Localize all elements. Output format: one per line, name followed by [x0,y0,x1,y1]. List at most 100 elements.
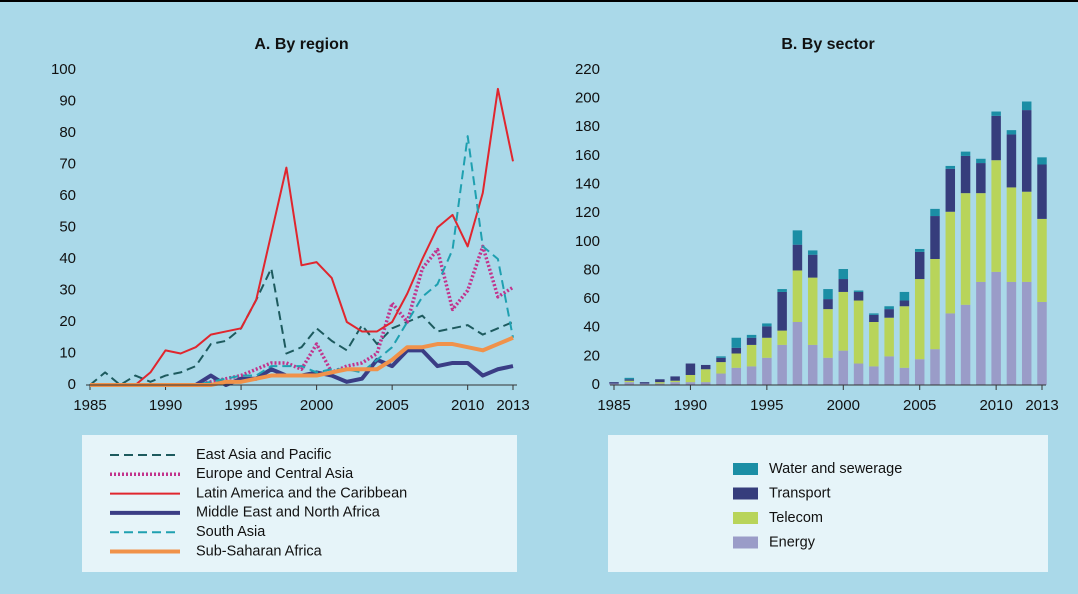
bar-segment [960,155,971,194]
bar-segment [853,291,864,301]
bar-segment [914,248,925,252]
y-tick-label: 60 [583,290,600,307]
bar-segment [685,374,696,383]
bar-segment [1021,101,1032,111]
bar-segment [899,306,910,368]
bar-segment [624,379,635,381]
bar-segment [807,277,818,345]
y-tick-label: 0 [68,376,76,393]
legend-label: Transport [769,485,831,501]
y-tick-label: 50 [59,218,76,235]
legend-box [608,435,1048,572]
bar-segment [1037,164,1047,219]
chart-title: B. By sector [781,36,874,53]
bar-segment [731,353,742,368]
bar-segment [777,344,787,385]
line [90,87,514,386]
x-tick-label: 1990 [149,397,182,414]
y-tick-label: 80 [59,124,76,141]
line [89,267,514,386]
y-tick-label: 40 [59,250,76,267]
x-tick-label: 2000 [827,397,860,414]
bar-segment [945,165,956,169]
bar-segment [792,270,803,322]
y-tick-label: 0 [592,376,600,393]
bar-segment [930,259,940,350]
bar-segment [853,290,864,292]
legend-label: Europe and Central Asia [196,466,354,482]
bar-segment [746,334,757,338]
x-tick-label: 2005 [903,397,936,414]
bar-segment [609,383,619,385]
legend-label: Energy [769,534,816,550]
x-tick-label: 2010 [979,397,1012,414]
x-tick-label: 1995 [224,397,257,414]
bar-segment [700,364,711,370]
bar-segment [1021,110,1032,192]
bar-segment [700,369,711,383]
x-tick-label: 1995 [750,397,783,414]
legend-label: East Asia and Pacific [196,447,331,463]
bar-segment [869,314,879,322]
y-tick-label: 40 [583,319,600,336]
bar-segment [884,306,894,310]
bar-segment [899,367,910,385]
bar-segment [1006,187,1017,282]
bar-segment [716,362,726,374]
bar-segment [716,373,726,385]
bar-segment [716,357,726,363]
bar-segment [762,357,772,385]
y-tick-label: 140 [575,176,600,193]
bar-segment [685,382,696,385]
x-tick-label: 2013 [1025,397,1058,414]
y-tick-label: 60 [59,187,76,204]
bar-segment [976,163,986,194]
bar-segment [853,363,864,385]
bar-segment [976,281,986,385]
bar-segment [976,193,986,282]
bar-segment [930,208,940,217]
bar-segment [1006,130,1017,135]
bar-segment [823,289,833,300]
y-tick-label: 120 [575,204,600,221]
bar-segment [777,289,787,292]
bar-segment [823,357,833,385]
y-tick-label: 160 [575,147,600,164]
bar-segment [869,366,879,385]
bar-segment [945,313,956,385]
y-tick-label: 90 [59,92,76,109]
y-tick-label: 200 [575,90,600,107]
legend-swatch [733,536,758,549]
y-tick-label: 100 [51,61,76,78]
bar-segment [792,244,803,271]
bar-segment [746,344,757,367]
x-tick-label: 1985 [597,397,630,414]
y-tick-label: 20 [583,347,600,364]
bar-segment [685,363,696,375]
bar-segment [716,356,726,358]
legend-swatch [733,487,758,500]
bar-segment [762,323,772,327]
bar-segment [914,279,925,360]
bar-segment [960,193,971,305]
bar-segment [1037,218,1047,302]
bar-segment [899,291,910,301]
bar-segment [869,322,879,367]
bar-segment [823,309,833,358]
bar-segment [777,330,787,345]
legend-label: Water and sewerage [769,461,902,477]
x-tick-label: 2000 [300,397,333,414]
bar-segment [639,382,650,384]
y-tick-label: 70 [59,155,76,172]
bar-segment [1021,281,1032,385]
bar-segment [639,383,650,385]
x-tick-label: 2013 [496,397,529,414]
bar-segment [655,383,665,385]
bar-segment [838,350,849,385]
legend-label: Sub-Saharan Africa [196,543,323,559]
bar-segment [1006,281,1017,385]
x-tick-label: 1990 [674,397,707,414]
bar-segment [991,115,1001,161]
line [90,244,514,387]
